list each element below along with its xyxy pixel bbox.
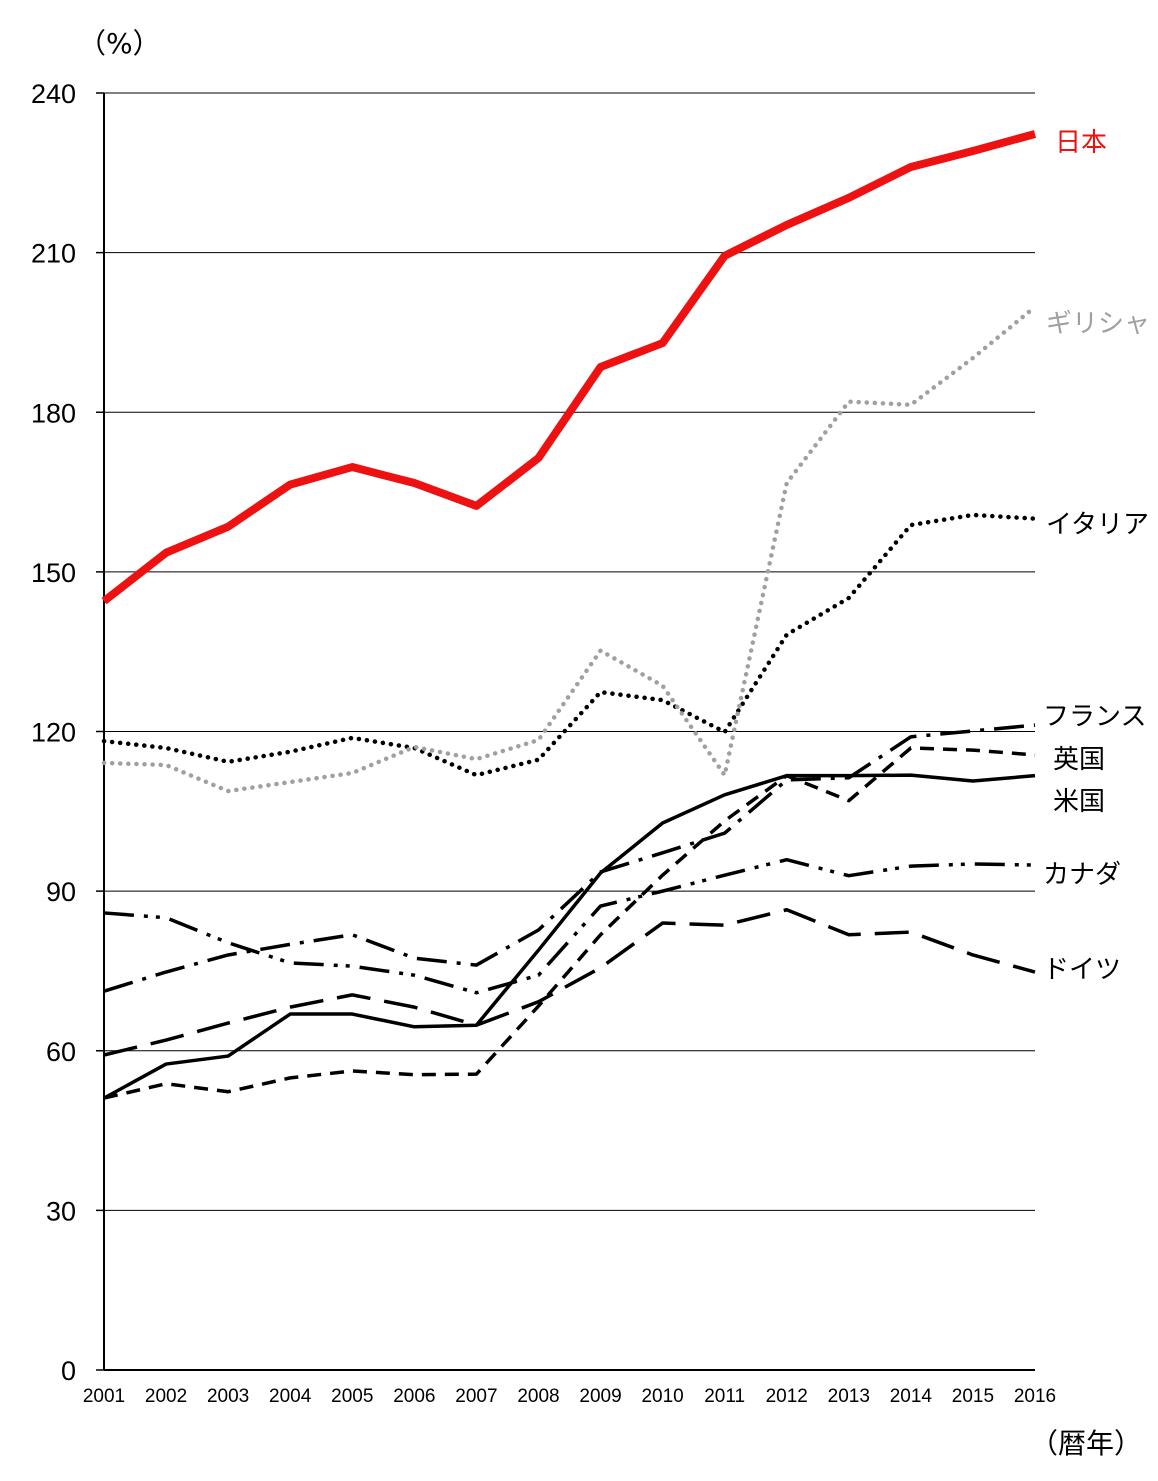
series-label: ギリシャ — [1046, 309, 1150, 339]
x-tick-label: 2009 — [579, 1386, 621, 1407]
y-tick-label: 60 — [46, 1037, 76, 1067]
x-tick-label: 2010 — [641, 1386, 683, 1407]
x-tick-label: 2013 — [828, 1386, 870, 1407]
y-tick-label: 240 — [31, 79, 76, 109]
x-tick-label: 2016 — [1014, 1386, 1056, 1407]
x-tick-label: 2001 — [83, 1386, 125, 1407]
series-line — [101, 304, 1038, 794]
y-tick-label: 150 — [31, 558, 76, 588]
x-tick-label: 2008 — [517, 1386, 559, 1407]
y-tick-label: 120 — [31, 718, 76, 748]
series-label: ドイツ — [1043, 955, 1121, 985]
x-tick-label: 2011 — [704, 1386, 745, 1407]
series-line — [103, 723, 1036, 993]
series-line — [103, 773, 1036, 1100]
series-line — [103, 907, 1036, 1057]
x-tick-label: 2005 — [331, 1386, 373, 1407]
x-tick-label: 2012 — [766, 1386, 808, 1407]
y-tick-label: 30 — [46, 1196, 76, 1226]
series-label: 日本 — [1055, 128, 1107, 158]
x-tick-label: 2015 — [952, 1386, 994, 1407]
x-axis-unit-label: （暦年） — [1030, 1427, 1143, 1460]
y-tick-label: 90 — [46, 877, 76, 907]
series-line — [103, 857, 1036, 995]
series-label: 米国 — [1053, 787, 1105, 817]
x-tick-label: 2006 — [393, 1386, 435, 1407]
series-line — [103, 746, 1036, 1100]
series-label: カナダ — [1043, 860, 1121, 890]
series-label: フランス — [1043, 702, 1146, 732]
y-tick-label: 0 — [61, 1356, 76, 1386]
x-tick-label: 2014 — [890, 1386, 933, 1407]
y-axis-unit-label: （%） — [78, 27, 161, 60]
series-line — [101, 512, 1038, 778]
series-label: 英国 — [1053, 745, 1105, 775]
x-tick-label: 2004 — [269, 1386, 312, 1407]
series-line — [101, 130, 1037, 605]
x-tick-label: 2003 — [207, 1386, 249, 1407]
y-tick-label: 210 — [31, 239, 76, 269]
x-tick-label: 2002 — [145, 1386, 187, 1407]
series-label: イタリア — [1046, 510, 1149, 540]
x-tick-label: 2007 — [455, 1386, 497, 1407]
y-tick-label: 180 — [31, 398, 76, 428]
